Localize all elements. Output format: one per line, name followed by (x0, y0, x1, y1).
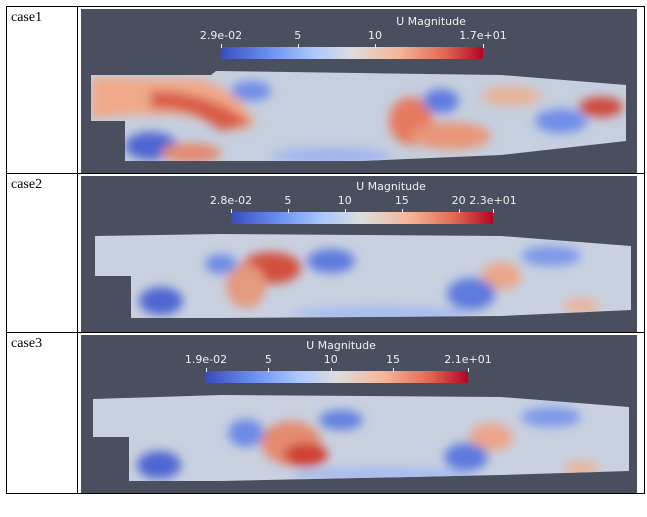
colorbar-tick-label: 1.9e-02 (184, 353, 228, 366)
colorbar-tick-mark (493, 209, 494, 213)
colorbar-title: U Magnitude (306, 339, 376, 352)
case-label: case1 (6, 6, 78, 174)
colorbar-tick-label: 10 (323, 353, 338, 366)
case-row-3: case3 U Magnitude 1.9e-02 5 10 15 2.1e+01 (6, 332, 645, 494)
colorbar-tick-labels: 2.8e-02 5 10 15 20 2.3e+01 (210, 194, 517, 208)
colorbar-tick-mark (375, 44, 377, 48)
colorbar-tick-mark (206, 368, 207, 372)
colorbar-tick-mark (344, 209, 346, 213)
case-figure-cell: U Magnitude 2.8e-02 5 10 15 20 2.3e+01 (77, 173, 645, 333)
velocity-field (93, 395, 629, 481)
case-table: case1 U Magnitude 2.9e-02 5 10 1.7e+01 (6, 6, 645, 494)
colorbar-tick-label: 5 (294, 29, 302, 42)
colorbar-tick-label: 15 (394, 194, 409, 207)
case-row-2: case2 U Magnitude 2.8e-02 5 10 15 20 2.3e+01 (6, 173, 645, 333)
colorbar-gradient (231, 209, 494, 224)
colorbar-tick-label: 5 (264, 353, 272, 366)
colorbar-gradient (221, 44, 484, 59)
case-label: case3 (6, 332, 78, 494)
velocity-field (91, 71, 626, 161)
colorbar-tick-labels: 1.9e-02 5 10 15 2.1e+01 (185, 353, 492, 367)
colorbar-tick-label: 20 (451, 194, 466, 207)
case-figure-cell: U Magnitude 1.9e-02 5 10 15 2.1e+01 (77, 332, 645, 494)
colorbar-tick-label: 2.9e-02 (199, 29, 243, 42)
colorbar-tick-mark (231, 209, 232, 213)
colorbar-tick-mark (468, 368, 469, 372)
colorbar-title: U Magnitude (396, 15, 466, 28)
case2-velocity-plot: U Magnitude 2.8e-02 5 10 15 20 2.3e+01 (81, 176, 637, 332)
colorbar-gradient (206, 368, 469, 383)
colorbar-tick-mark (268, 368, 270, 372)
colorbar-tick-label: 15 (386, 353, 401, 366)
case-row-1: case1 U Magnitude 2.9e-02 5 10 1.7e+01 (6, 6, 645, 174)
colorbar-tick-mark (483, 44, 484, 48)
colorbar-tick-label: 2.1e+01 (444, 353, 492, 366)
colorbar-tick-label: 5 (284, 194, 292, 207)
colorbar-tick-label: 2.8e-02 (209, 194, 253, 207)
colorbar-tick-label: 10 (337, 194, 352, 207)
colorbar-tick-label: 1.7e+01 (459, 29, 507, 42)
case1-velocity-plot: U Magnitude 2.9e-02 5 10 1.7e+01 (81, 9, 637, 173)
colorbar-tick-labels: 2.9e-02 5 10 1.7e+01 (200, 29, 507, 43)
colorbar-tick-mark (330, 368, 332, 372)
colorbar-tick-mark (458, 209, 460, 213)
colorbar-tick-mark (221, 44, 222, 48)
colorbar-tick-mark (401, 209, 403, 213)
colorbar-tick-mark (287, 209, 289, 213)
colorbar-tick-label: 10 (368, 29, 383, 42)
colorbar-title: U Magnitude (356, 180, 426, 193)
colorbar-tick-mark (297, 44, 299, 48)
case3-velocity-plot: U Magnitude 1.9e-02 5 10 15 2.1e+01 (81, 335, 637, 493)
colorbar-tick-mark (393, 368, 395, 372)
colorbar-tick-label: 2.3e+01 (469, 194, 517, 207)
case-label: case2 (6, 173, 78, 333)
case-figure-cell: U Magnitude 2.9e-02 5 10 1.7e+01 (77, 6, 645, 174)
velocity-field (95, 234, 631, 318)
